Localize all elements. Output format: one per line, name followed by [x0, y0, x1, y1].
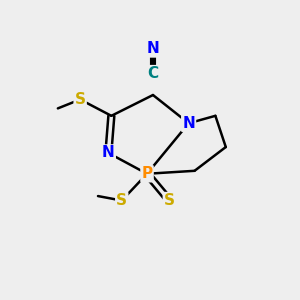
Text: S: S [164, 193, 175, 208]
Text: C: C [147, 66, 158, 81]
Text: N: N [147, 41, 159, 56]
Text: S: S [75, 92, 86, 107]
Text: N: N [102, 146, 115, 160]
Text: N: N [182, 116, 195, 131]
Text: S: S [116, 193, 127, 208]
Text: P: P [142, 166, 153, 181]
